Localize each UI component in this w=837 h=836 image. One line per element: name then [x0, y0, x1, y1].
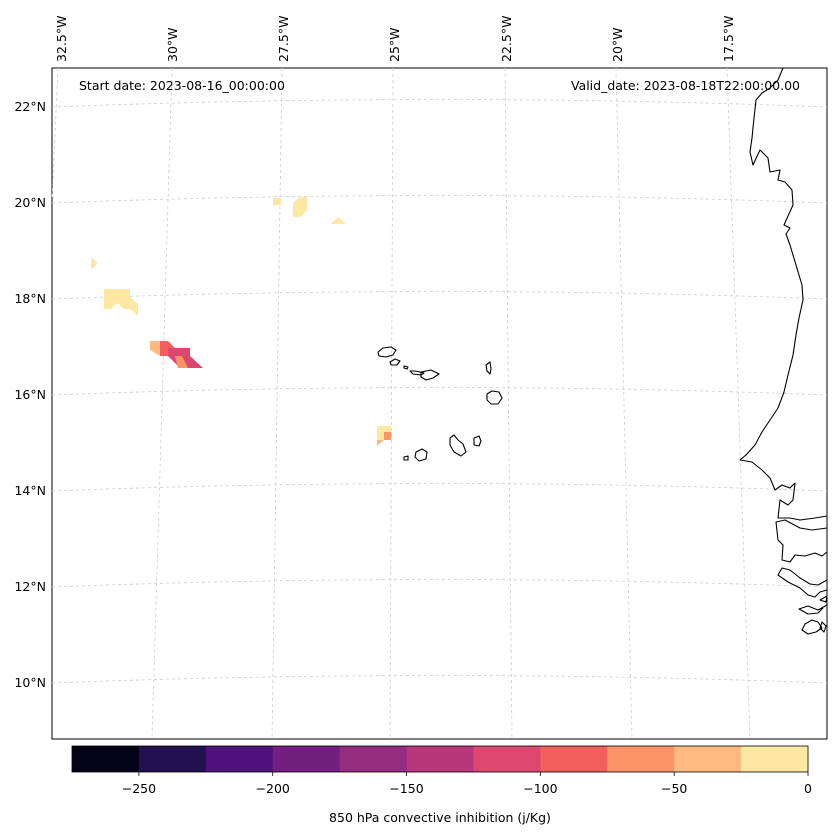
cin-patch-5	[104, 289, 138, 316]
gridline-lon-32-5	[51, 67, 59, 201]
island-sao-nicolau	[409, 370, 425, 376]
gridlines	[51, 67, 828, 740]
colorbar-tick-label-5: 0	[804, 781, 812, 796]
colorbar-tick-label-3: −100	[523, 781, 557, 796]
colorbar-swatch-10	[741, 746, 809, 772]
cin-patch-4	[91, 257, 98, 270]
lat-label-16n: 16°N	[14, 387, 46, 402]
island-santo-antao	[377, 346, 397, 358]
colorbar-swatch-0	[72, 746, 140, 772]
cin-patch-6	[150, 341, 160, 356]
island-santa-luzia	[403, 365, 409, 370]
gridline-lon-30	[151, 67, 173, 740]
coastlines	[377, 67, 828, 635]
colorbar-swatch-6	[473, 746, 541, 772]
cin-shading	[91, 197, 391, 446]
gridline-lon-27-5	[271, 67, 283, 740]
lat-label-12n: 12°N	[14, 579, 46, 594]
longitude-labels: 32.5°W 30°W 27.5°W 25°W 22.5°W 20°W 17.5…	[54, 16, 736, 62]
gridline-lon-20	[615, 67, 633, 740]
island-maio	[473, 435, 482, 447]
lat-label-14n: 14°N	[14, 483, 46, 498]
island-sao-nicolau-east	[420, 369, 440, 381]
africa-coastline	[739, 67, 828, 635]
colorbar-swatches	[72, 746, 809, 772]
lon-label-30w: 30°W	[165, 27, 180, 62]
colorbar-swatch-5	[406, 746, 474, 772]
gridline-lat-12	[51, 579, 828, 588]
lat-label-10n: 10°N	[14, 675, 46, 690]
gridline-lat-16	[51, 387, 828, 396]
island-boa-vista	[486, 390, 503, 405]
gridline-lat-14	[51, 483, 828, 492]
colorbar-label: 850 hPa convective inhibition (j/Kg)	[329, 810, 551, 825]
cin-patch-11	[377, 440, 384, 446]
latitude-labels: 22°N 20°N 18°N 16°N 14°N 12°N 10°N	[14, 99, 46, 690]
colorbar-tick-label-2: −150	[389, 781, 423, 796]
gridline-lon-25	[389, 67, 394, 740]
colorbar-ticks	[138, 772, 809, 776]
colorbar-swatch-4	[339, 746, 408, 772]
valid-date-label: Valid_date: 2023-08-18T22:00:00.00	[571, 78, 800, 93]
colorbar-tick-labels: −250 −200 −150 −100 −50 0	[122, 781, 812, 796]
island-fogo	[414, 448, 428, 462]
lon-label-32-5w: 32.5°W	[54, 16, 69, 62]
island-sal	[485, 361, 492, 375]
island-brava	[403, 455, 409, 461]
colorbar-swatch-7	[540, 746, 608, 772]
map-frame	[51, 67, 828, 740]
cin-patch-3	[331, 217, 346, 224]
lon-label-17-5w: 17.5°W	[721, 16, 736, 62]
gridline-lon-22-5	[504, 67, 513, 740]
start-date-label: Start date: 2023-08-16_00:00:00	[79, 78, 285, 93]
colorbar-swatch-2	[205, 746, 274, 772]
gridline-lat-20	[51, 195, 828, 204]
colorbar-swatch-1	[138, 746, 207, 772]
map-axes: Start date: 2023-08-16_00:00:00 Valid_da…	[51, 67, 828, 740]
gridline-lat-10	[51, 675, 828, 684]
colorbar: −250 −200 −150 −100 −50 0 850 hPa convec…	[71, 745, 812, 825]
cin-patch-2	[293, 197, 307, 217]
colorbar-tick-label-4: −50	[661, 781, 687, 796]
colorbar-swatch-3	[272, 746, 341, 772]
colorbar-frame	[71, 745, 809, 773]
colorbar-tick-label-1: −200	[256, 781, 290, 796]
colorbar-swatch-8	[607, 746, 675, 772]
colorbar-swatch-9	[674, 746, 742, 772]
gridline-lat-18	[51, 291, 828, 300]
island-sao-vicente	[389, 358, 401, 366]
lon-label-25w: 25°W	[387, 27, 402, 62]
island-santiago	[449, 434, 467, 457]
colorbar-tick-label-0: −250	[122, 781, 156, 796]
lon-label-22-5w: 22.5°W	[499, 16, 514, 62]
cin-patch-9	[175, 356, 188, 368]
cin-patch-12	[384, 432, 391, 440]
cin-patch-1	[273, 198, 281, 205]
lat-label-20n: 20°N	[14, 195, 46, 210]
lat-label-18n: 18°N	[14, 291, 46, 306]
lon-label-20w: 20°W	[610, 27, 625, 62]
gridline-lon-17-5	[726, 67, 751, 740]
gridline-lat-22	[51, 99, 828, 108]
lat-label-22n: 22°N	[14, 99, 46, 114]
lon-label-27-5w: 27.5°W	[276, 16, 291, 62]
